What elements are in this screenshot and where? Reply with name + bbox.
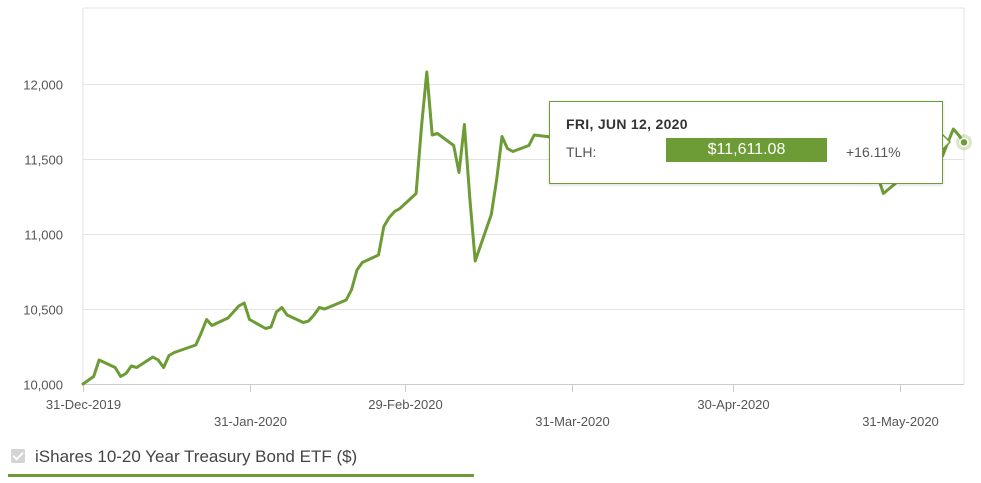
tooltip: FRI, JUN 12, 2020 TLH: $11,611.08 +16.11… — [549, 101, 943, 184]
y-tick-label: 10,500 — [23, 303, 63, 318]
legend-label[interactable]: iShares 10-20 Year Treasury Bond ETF ($) — [35, 447, 358, 466]
x-tick-label: 31-Jan-2020 — [214, 414, 287, 429]
tooltip-ticker: TLH: — [566, 144, 597, 160]
tooltip-date: FRI, JUN 12, 2020 — [566, 116, 688, 132]
legend-checkbox[interactable] — [11, 449, 25, 463]
y-axis: 10,000 10,500 11,000 11,500 12,000 — [23, 78, 63, 393]
y-tick-label: 11,500 — [24, 153, 63, 168]
x-axis: 31-Dec-2019 31-Jan-2020 29-Feb-2020 31-Mar-… — [46, 384, 964, 429]
highlight-point — [959, 137, 969, 148]
y-tick-label: 11,000 — [24, 228, 63, 243]
legend: iShares 10-20 Year Treasury Bond ETF ($) — [8, 444, 474, 477]
line-chart: 10,000 10,500 11,000 11,500 12,000 31-Dec-20… — [23, 7, 972, 429]
series-line — [81, 70, 966, 386]
x-tick-label: 31-Dec-2019 — [46, 397, 121, 412]
tooltip-value: $11,611.08 — [666, 138, 827, 162]
tooltip-change: +16.11% — [846, 144, 901, 160]
x-tick-label: 29-Feb-2020 — [368, 397, 442, 412]
series-layer — [81, 70, 972, 386]
grid-lines — [82, 7, 965, 384]
y-tick-label: 10,000 — [23, 378, 63, 393]
x-tick-label: 31-May-2020 — [862, 414, 939, 429]
x-tick-label: 30-Apr-2020 — [697, 397, 769, 412]
x-tick-label: 31-Mar-2020 — [535, 414, 609, 429]
y-tick-label: 12,000 — [23, 78, 63, 93]
tooltip-arrow-fill — [941, 134, 949, 150]
